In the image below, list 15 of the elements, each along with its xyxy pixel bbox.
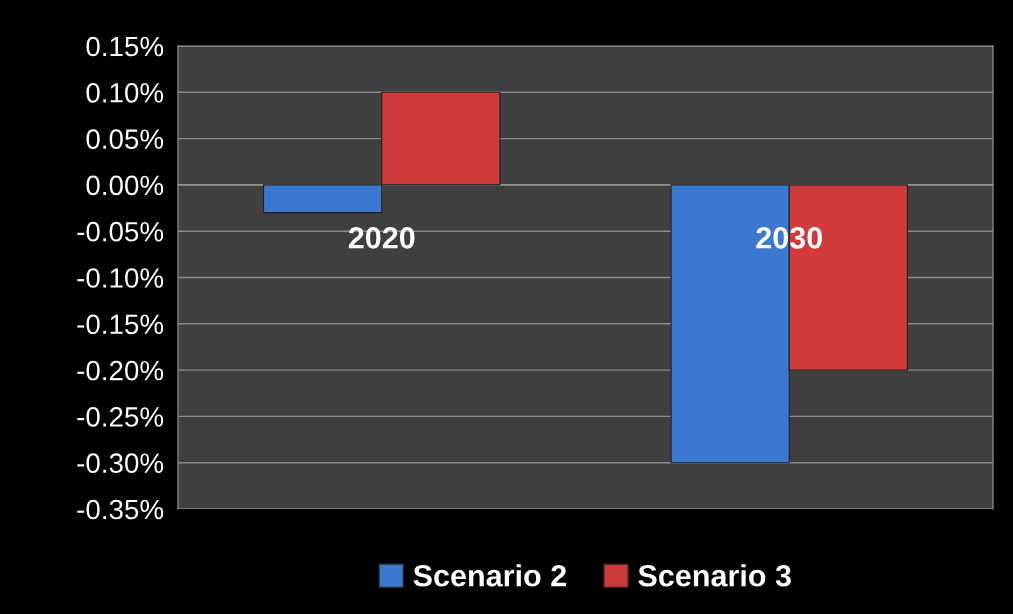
y-tick-label: -0.35% bbox=[77, 499, 164, 520]
y-tick-label: 0.15% bbox=[86, 36, 164, 57]
y-tick-label: 0.05% bbox=[86, 129, 164, 149]
x-tick-label: 2020 bbox=[348, 227, 415, 249]
y-tick-label: 0.00% bbox=[86, 175, 164, 196]
y-tick-label: -0.25% bbox=[77, 407, 164, 427]
y-tick-label: -0.10% bbox=[77, 268, 164, 288]
y-tick-label: -0.15% bbox=[77, 314, 164, 335]
y-tick-label: -0.20% bbox=[77, 360, 164, 381]
legend-label: Scenario 2 bbox=[413, 564, 566, 587]
y-tick-label: -0.05% bbox=[77, 221, 164, 242]
y-tick-label: -0.30% bbox=[77, 453, 164, 474]
x-tick-label: 2030 bbox=[756, 227, 822, 249]
legend-label: Scenario 3 bbox=[638, 564, 791, 587]
y-tick-label: 0.10% bbox=[86, 82, 164, 103]
